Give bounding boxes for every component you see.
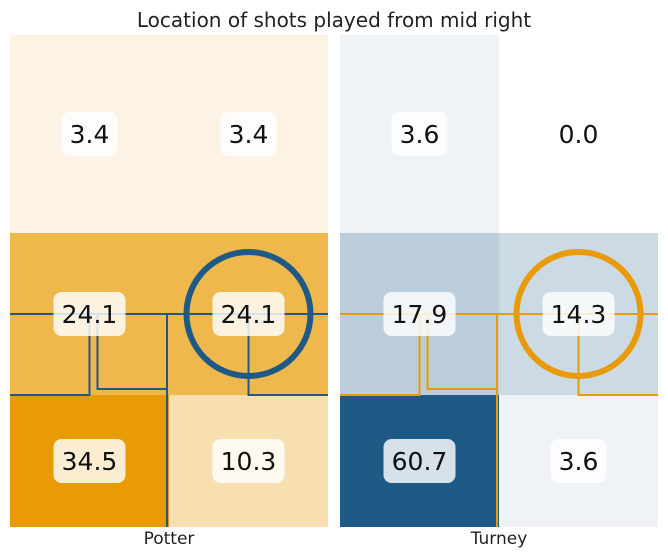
value-label: 17.9 (392, 300, 448, 329)
value-label: 3.6 (400, 120, 440, 149)
connector-line (10, 314, 91, 396)
connector-line (340, 314, 421, 396)
heatmap-panels: 3.4 3.4 24.1 24.1 34.5 10.3 Potter 3.6 0.0 17.9 14… (10, 35, 658, 549)
value-label: 3.4 (229, 120, 269, 149)
value-label: 3.4 (70, 120, 110, 149)
value-label-box (53, 292, 126, 336)
panel-turney: 3.6 0.0 17.9 14.3 60.7 3.6 Turney (340, 35, 658, 549)
value-label: 34.5 (62, 447, 118, 476)
value-label-box (212, 439, 285, 483)
value-label: 3.6 (559, 447, 599, 476)
value-label: 24.1 (62, 300, 118, 329)
value-label: 60.7 (392, 447, 448, 476)
value-label-box (542, 292, 615, 336)
value-label-box (53, 439, 126, 483)
player-label: Potter (144, 529, 195, 549)
value-label-box (391, 112, 448, 156)
value-label: 24.1 (221, 300, 277, 329)
value-label: 14.3 (551, 300, 607, 329)
connector-line (577, 314, 658, 396)
chart-title: Location of shots played from mid right (137, 8, 531, 32)
origin-circle (183, 249, 314, 379)
value-label: 0.0 (559, 120, 599, 149)
value-label-box (383, 439, 456, 483)
panel-potter: 3.4 3.4 24.1 24.1 34.5 10.3 Potter (10, 35, 328, 549)
value-label-box (212, 292, 285, 336)
value-label-box (220, 112, 277, 156)
value-label-box (550, 112, 607, 156)
player-label: Turney (470, 529, 528, 549)
value-label-box (550, 439, 607, 483)
origin-circle (513, 249, 644, 379)
value-label: 10.3 (221, 447, 277, 476)
value-label-box (61, 112, 118, 156)
connector-line (247, 314, 328, 396)
value-label-box (383, 292, 456, 336)
